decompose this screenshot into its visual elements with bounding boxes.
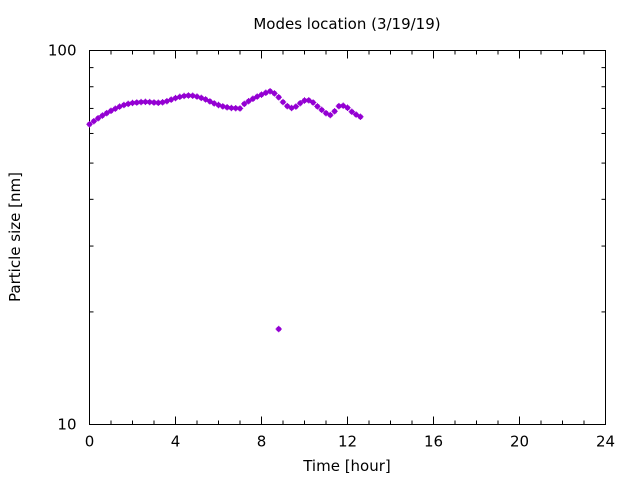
- data-point: [284, 102, 291, 110]
- data-point: [107, 107, 115, 114]
- data-point: [249, 95, 257, 102]
- x-tick-label: 0: [85, 433, 95, 451]
- y-axis: 10 100: [48, 42, 606, 434]
- data-point: [99, 112, 106, 119]
- data-point: [275, 325, 282, 333]
- x-tick-label: 24: [596, 433, 615, 451]
- data-point: [327, 111, 334, 119]
- data-point: [275, 94, 282, 101]
- x-tick-label: 16: [424, 433, 443, 451]
- data-point: [245, 97, 252, 105]
- data-point: [90, 118, 97, 125]
- x-tick-label: 20: [510, 433, 529, 451]
- data-point: [297, 99, 304, 107]
- data-point: [133, 99, 140, 106]
- x-tick-label: 4: [171, 433, 181, 451]
- data-point: [258, 91, 265, 98]
- data-point: [344, 104, 351, 111]
- y-axis-label: Particle size [nm]: [6, 172, 24, 302]
- data-point: [357, 113, 364, 120]
- data-point: [206, 98, 214, 105]
- data-point: [322, 109, 330, 117]
- data-point: [309, 99, 317, 106]
- data-point: [129, 99, 136, 107]
- x-tick-label: 8: [257, 433, 267, 451]
- data-point: [340, 102, 347, 109]
- data-point: [103, 109, 110, 117]
- data-point: [241, 100, 248, 108]
- data-point: [331, 108, 338, 115]
- data-point: [266, 88, 274, 95]
- data-point: [94, 115, 102, 122]
- data-point: [86, 121, 93, 128]
- data-point: [348, 108, 355, 115]
- data-points: [86, 88, 364, 333]
- data-point: [279, 98, 287, 106]
- x-axis-label: Time [hour]: [302, 457, 391, 475]
- data-point: [254, 93, 261, 100]
- data-point: [271, 90, 278, 97]
- x-axis: 0 4 8 12 16 20 24: [85, 50, 615, 451]
- data-point: [292, 103, 300, 110]
- data-point: [112, 105, 119, 112]
- data-point: [305, 97, 312, 104]
- data-point: [318, 106, 325, 114]
- data-point: [352, 111, 360, 118]
- x-tick-label: 12: [338, 433, 357, 451]
- data-point: [236, 105, 244, 112]
- y-tick-label: 100: [48, 42, 77, 60]
- chart-title: Modes location (3/19/19): [253, 15, 440, 33]
- y-tick-label: 10: [57, 416, 76, 434]
- data-point: [314, 103, 321, 110]
- data-point: [202, 96, 209, 103]
